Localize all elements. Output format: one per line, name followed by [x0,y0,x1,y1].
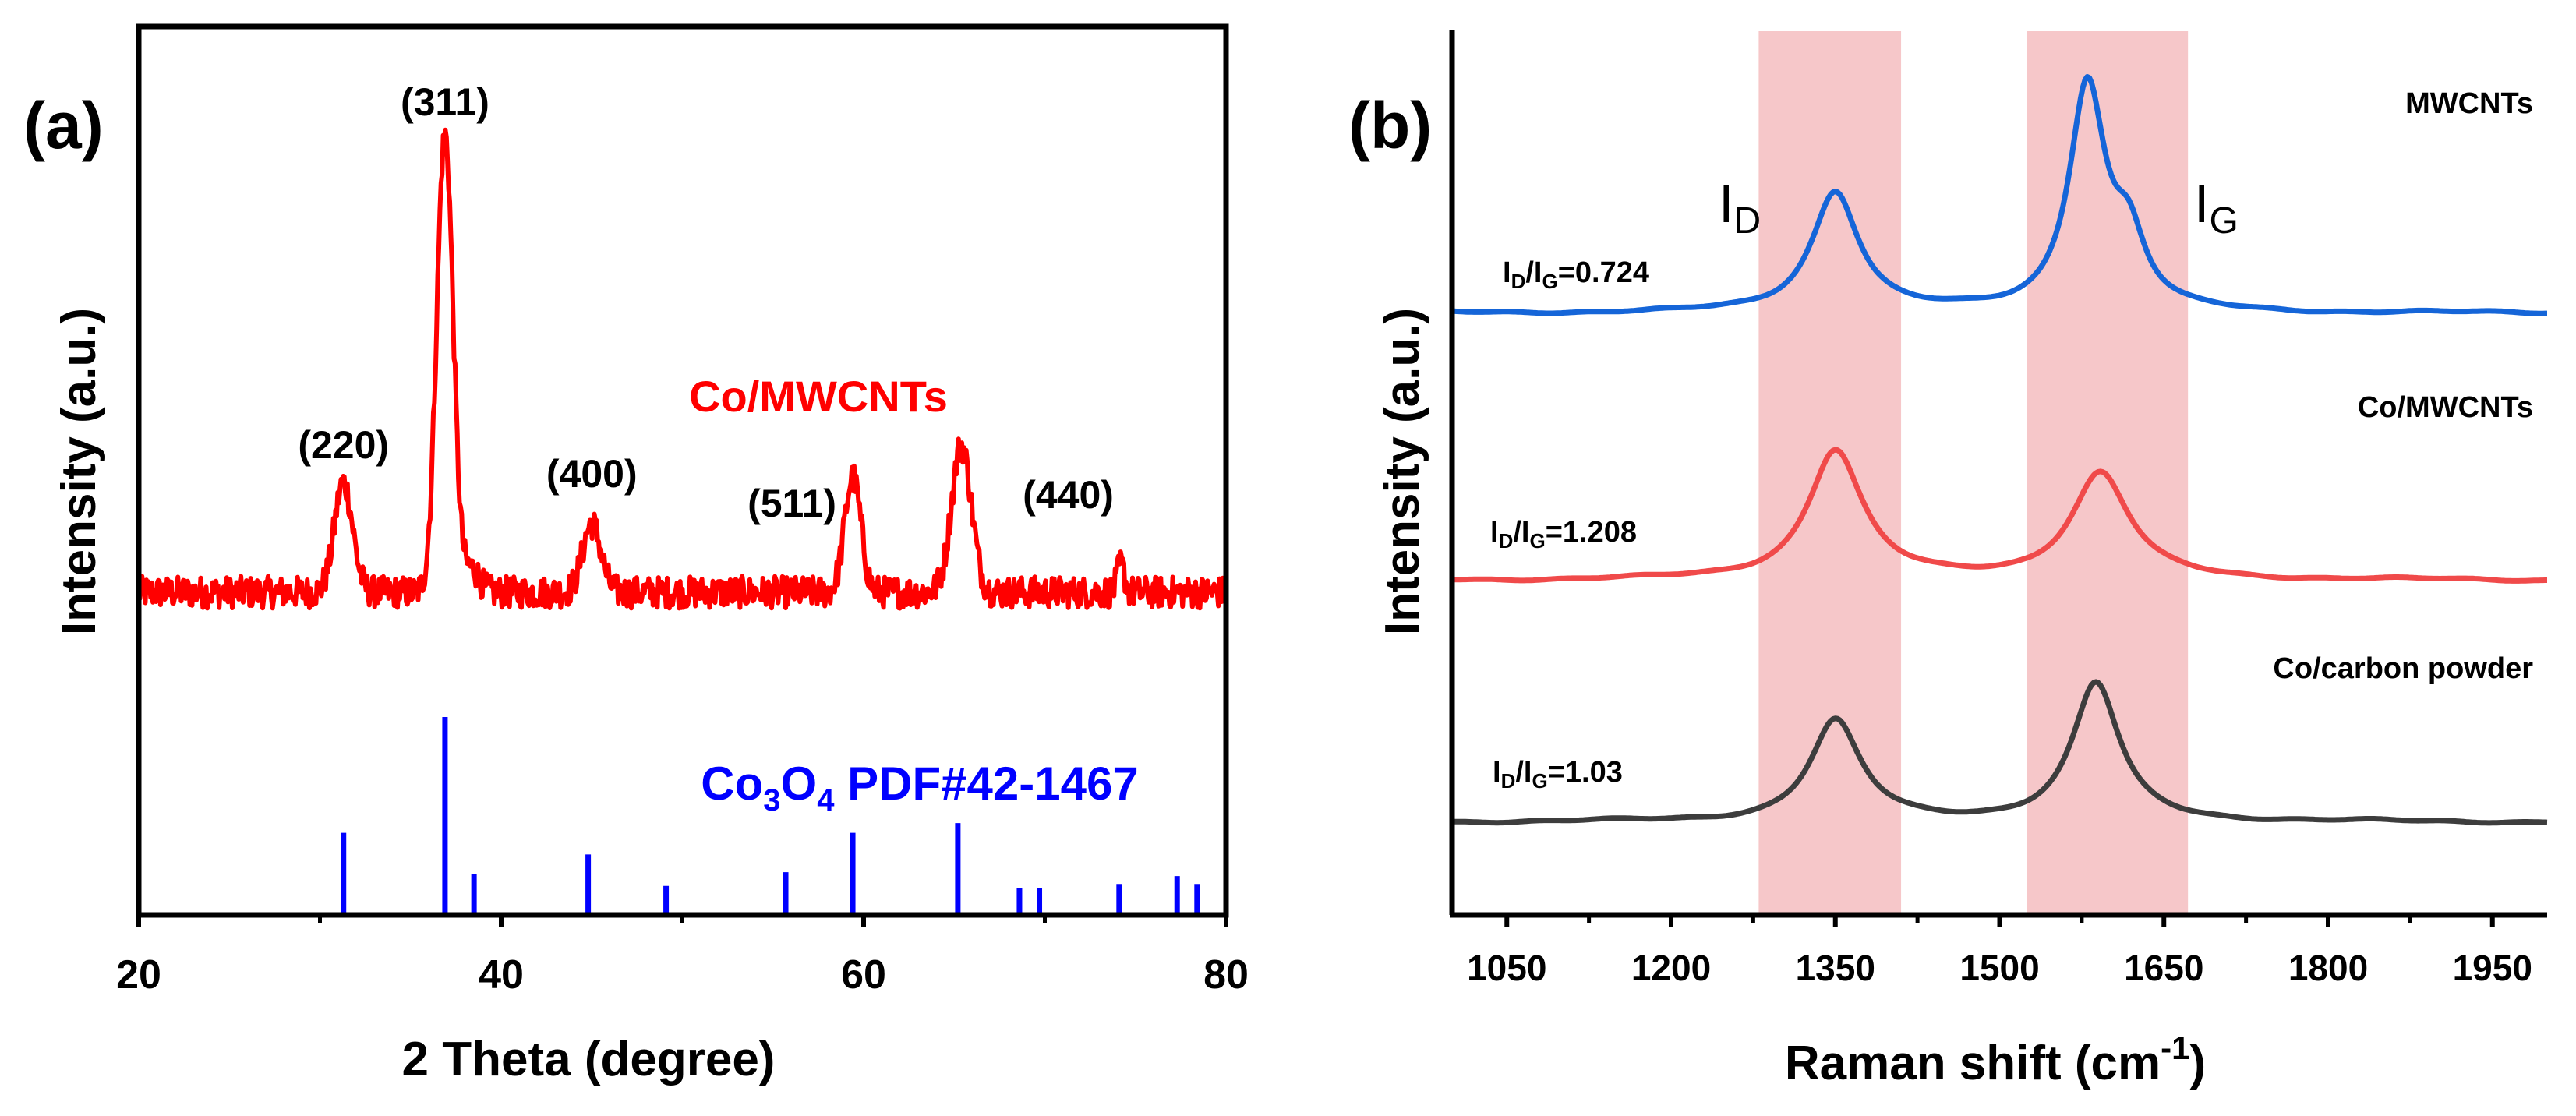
annotation-220: (220) [298,423,389,467]
ratio-1-sub2: G [1529,529,1545,553]
id-highlight-band [1758,31,1902,915]
ratio-0-value: =0.724 [1558,256,1649,289]
panel-a-tick-label-60: 60 [841,952,886,998]
panel-a-tick-label-40: 40 [479,952,524,998]
ref-label-o: O [781,758,818,810]
ratio-0-sub2: G [1542,270,1557,293]
ratio-2-sub1: D [1501,769,1516,793]
panel-a-reference-sticks [341,717,1200,913]
panel-b-y-axis-label: Intensity (a.u.) [1376,308,1429,635]
panel-a-tick-label-20: 20 [116,952,161,998]
ratio-2-sub2: G [1532,769,1547,793]
ratio-label-mwcnts: ID/IG=0.724 [1503,256,1649,293]
ratio-2-i2: I [1524,756,1532,789]
annotation-311: (311) [401,80,489,124]
ratio-0-i2: I [1534,256,1542,289]
annotation-511: (511) [747,482,836,525]
x-axis-label-sup: -1 [2161,1029,2189,1066]
ratio-2-value: =1.03 [1548,756,1623,789]
ref-label-sub-4: 4 [817,783,835,818]
x-axis-label-end: ) [2190,1037,2207,1090]
annotation-440: (440) [1023,473,1114,517]
panel-b-tick-label-1800: 1800 [2288,948,2368,988]
panel-b-tick-label-1200: 1200 [1631,948,1711,988]
annotation-400: (400) [546,452,638,496]
ratio-1-value: =1.208 [1546,516,1637,549]
series-name-mwcnts: MWCNTs [2405,87,2533,120]
id-band-label: ID [1719,173,1761,242]
ratio-1-i2: I [1521,516,1530,549]
id-label-sub: D [1733,200,1761,242]
panel-b: (b) Intensity (a.u.) Raman shift (cm-1) … [1348,30,2548,1090]
ratio-label-co-carbon-powder: ID/IG=1.03 [1493,756,1623,793]
raman-curve-co-carbon-powder [1451,679,2548,826]
ratio-label-co-mwcnts: ID/IG=1.208 [1490,516,1637,553]
panel-a-xrd-curve [136,127,1228,611]
series-name-co-mwcnts: Co/MWCNTs [2358,391,2533,424]
panel-a-peak-annotations: (220) (311) (400) (511) (440) [298,80,1114,525]
panel-a-reference-label: Co3O4 PDF#42-1467 [701,758,1138,818]
ig-label-sub: G [2209,200,2238,242]
panel-b-x-axis-label: Raman shift (cm-1) [1785,1029,2206,1090]
ratio-0-i1: I [1503,256,1511,289]
panel-a: (a) Intensity (a.u.) 2 Theta (degree) (2… [23,23,1249,1086]
panel-a-x-ticks: 20 40 60 80 [116,915,1249,998]
series-name-co-carbon-powder: Co/carbon powder [2273,652,2533,685]
panel-b-tick-label-1050: 1050 [1467,948,1546,988]
ig-band-label: IG [2194,173,2239,242]
panel-a-label: (a) [23,89,104,162]
ratio-1-i1: I [1490,516,1499,549]
panel-a-x-axis-label: 2 Theta (degree) [402,1033,776,1086]
ratio-2-i1: I [1493,756,1501,789]
panel-b-x-ticks: 1050 1200 1350 1500 1650 1800 1950 [1467,915,2532,988]
ref-label-sub-3: 3 [763,783,780,818]
id-label-i: I [1719,173,1733,234]
panel-a-y-axis-label: Intensity (a.u.) [52,308,106,635]
ref-label-co: Co [701,758,763,810]
x-axis-label-main: Raman shift (cm [1785,1037,2161,1090]
panel-a-series-label: Co/MWCNTs [689,372,948,421]
ref-label-pdf: PDF#42-1467 [834,758,1138,810]
raman-curve-mwcnts [1451,74,2548,316]
panel-b-label: (b) [1348,89,1432,162]
panel-b-tick-label-1350: 1350 [1796,948,1875,988]
panel-b-tick-label-1950: 1950 [2453,948,2532,988]
ratio-0-sub1: D [1511,270,1526,293]
panel-b-tick-label-1650: 1650 [2124,948,2203,988]
panel-b-tick-label-1500: 1500 [1959,948,2039,988]
raman-curve-co-mwcnts [1451,447,2548,584]
ig-label-i: I [2194,173,2209,234]
ratio-1-sub1: D [1499,529,1514,553]
panel-a-tick-label-80: 80 [1203,952,1249,998]
